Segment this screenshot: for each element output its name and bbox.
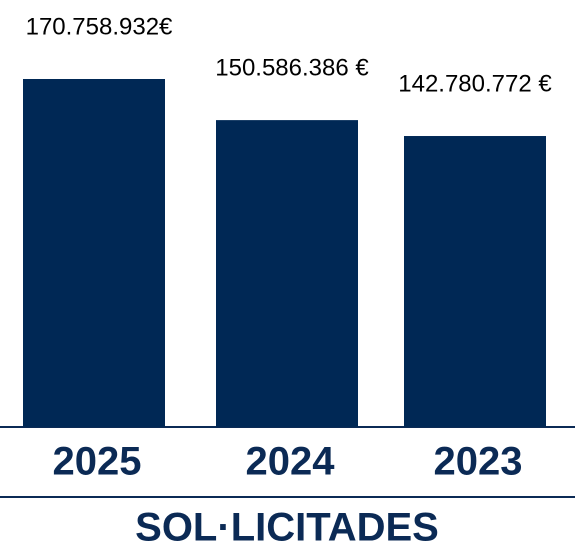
value-label: 150.586.386 € [215,54,369,81]
x-tick-label: 2024 [246,440,336,484]
bar [23,79,165,427]
chart-title: SOL·LICITADES [135,506,439,548]
bar [216,120,358,428]
value-label: 170.758.932€ [26,13,173,40]
x-tick-label: 2025 [53,440,142,484]
value-label: 142.780.772 € [398,70,552,97]
x-tick-label: 2023 [434,440,523,484]
bar [404,136,546,428]
